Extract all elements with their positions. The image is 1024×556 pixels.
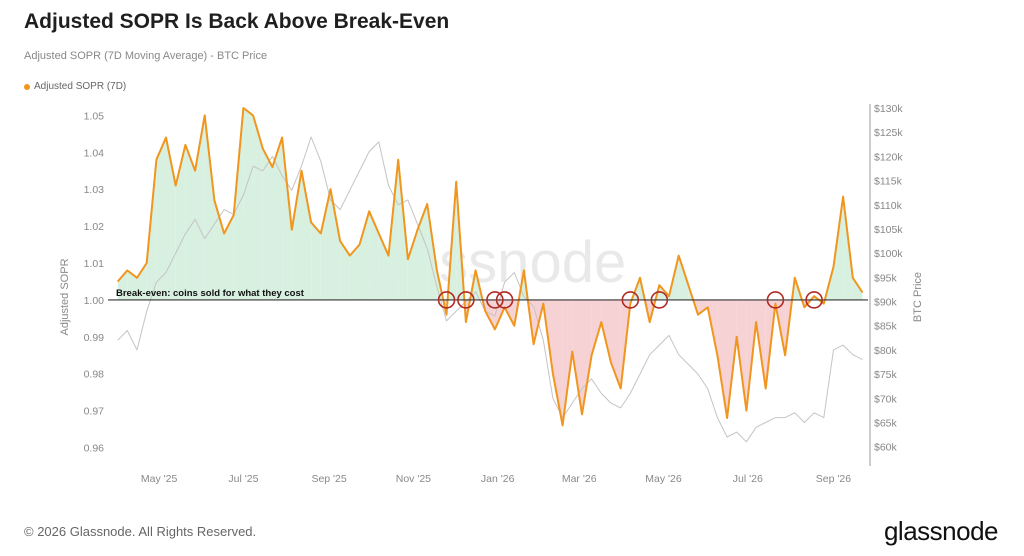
highlight-circle — [621, 291, 640, 309]
fill-above-segment — [417, 203, 428, 300]
right-tick-label: $70k — [874, 393, 898, 405]
fill-below-segment — [591, 299, 602, 356]
legend-dot-icon — [24, 83, 30, 90]
fill-above-segment — [272, 137, 283, 300]
right-tick-label: $65k — [874, 417, 898, 429]
right-tick-label: $80k — [874, 345, 898, 357]
right-tick-label: $90k — [874, 297, 898, 309]
highlight-circle — [437, 291, 456, 309]
left-tick-label: 1.05 — [84, 110, 105, 122]
left-axis-title: Adjusted SOPR — [59, 258, 71, 335]
highlight-circle — [650, 291, 669, 309]
right-axis-title: BTC Price — [912, 272, 924, 322]
fill-below-segment — [698, 299, 708, 315]
brand-logo[interactable]: glassnode — [883, 516, 999, 546]
fill-below-segment — [562, 299, 573, 426]
fill-above-segment — [301, 170, 312, 300]
fill-above-segment — [833, 196, 844, 300]
right-tick-label: $60k — [874, 442, 898, 454]
fill-above-segment — [398, 159, 408, 300]
fill-above-segment — [243, 108, 254, 300]
right-tick-label: $105k — [874, 224, 903, 236]
right-axis-ticks: $60k $65k $70k $75k $80k $85k $90k $95k $100k $10… — [874, 103, 903, 454]
right-tick-label: $115k — [874, 176, 903, 188]
fill-above-segment — [185, 144, 196, 300]
fill-below-segment — [581, 299, 592, 415]
fill-above-segment — [214, 200, 225, 300]
fill-above-segment — [369, 211, 379, 300]
x-tick-label: May '25 — [141, 473, 178, 485]
left-tick-label: 1.04 — [84, 147, 105, 159]
left-tick-label: 0.98 — [84, 369, 105, 381]
fill-above-segment — [311, 222, 321, 300]
fill-above-segment — [262, 148, 273, 300]
left-tick-label: 0.99 — [84, 332, 105, 344]
fill-below-segment — [572, 299, 582, 415]
fill-above-segment — [678, 255, 689, 300]
x-tick-label: Nov '25 — [396, 473, 431, 485]
fill-above-segment — [340, 240, 350, 300]
fill-above-segment — [359, 211, 370, 300]
fill-above-segment — [407, 229, 418, 300]
fill-above-segment — [330, 189, 341, 300]
left-tick-label: 1.00 — [84, 295, 105, 307]
fill-above-segment — [127, 270, 138, 300]
legend-label: Adjusted SOPR (7D) — [34, 81, 127, 92]
break-even-label: Break-even: coins sold for what they cos… — [116, 288, 305, 299]
x-tick-label: May '26 — [645, 473, 682, 485]
highlight-circle — [457, 291, 475, 309]
left-tick-label: 1.03 — [84, 184, 105, 196]
fill-below-segment — [552, 299, 563, 426]
left-tick-label: 0.96 — [84, 443, 105, 455]
sopr-line — [116, 107, 864, 427]
fill-below-segment — [736, 299, 747, 411]
highlight-circles — [437, 291, 823, 309]
left-tick-label: 1.02 — [84, 221, 105, 233]
fill-above-segment — [204, 115, 215, 300]
highlight-circle — [805, 291, 823, 309]
fill-above-segment — [349, 244, 360, 300]
legend[interactable]: Adjusted SOPR (7D) — [24, 81, 126, 92]
x-tick-label: Jan '26 — [481, 473, 515, 485]
right-tick-label: $110k — [874, 200, 903, 212]
x-tick-label: Jul '26 — [733, 473, 763, 485]
x-tick-label: Jul '25 — [228, 473, 258, 485]
left-tick-label: 0.97 — [84, 406, 105, 418]
highlight-circle — [495, 291, 514, 309]
right-tick-label: $95k — [874, 272, 898, 284]
copyright-text: © 2026 Glassnode. All Rights Reserved. — [24, 524, 257, 539]
fill-above-segment — [156, 137, 167, 300]
right-tick-label: $85k — [874, 321, 898, 333]
x-tick-label: Mar '26 — [562, 473, 597, 485]
left-tick-label: 1.01 — [84, 258, 105, 270]
right-tick-label: $130k — [874, 103, 903, 115]
chart-subtitle: Adjusted SOPR (7D Moving Average) - BTC … — [24, 50, 268, 62]
fill-above-segment — [117, 270, 128, 300]
right-tick-label: $75k — [874, 369, 898, 381]
x-tick-label: Sep '26 — [816, 473, 851, 485]
fill-above-segment — [253, 115, 263, 300]
btc-price-line — [117, 136, 863, 443]
fill-below-segment — [601, 299, 611, 363]
fill-above-segment — [852, 277, 863, 300]
highlight-circle — [766, 291, 785, 309]
fill-above-segment — [137, 263, 147, 300]
fill-below-segment — [717, 299, 728, 419]
right-tick-label: $125k — [874, 127, 903, 139]
left-axis-ticks: 0.96 0.97 0.98 0.99 1.00 1.01 1.02 1.03 1.04 1.05 — [84, 110, 105, 454]
fill-above-segment — [291, 170, 302, 300]
fill-above-segment — [388, 159, 399, 300]
x-tick-label: Sep '25 — [311, 473, 346, 485]
fill-below-segment — [727, 299, 737, 419]
fill-above-segment — [175, 144, 186, 300]
fill-above-segment — [320, 189, 331, 300]
x-axis-ticks: May '25 Jul '25 Sep '25 Nov '25 Jan '26 Mar '… — [141, 473, 851, 485]
right-tick-label: $120k — [874, 151, 903, 163]
fill-above-segment — [282, 137, 292, 300]
highlight-circle — [486, 291, 504, 309]
fill-above-segment — [224, 215, 234, 300]
right-tick-label: $100k — [874, 248, 903, 260]
chart-title: Adjusted SOPR Is Back Above Break-Even — [24, 10, 450, 33]
